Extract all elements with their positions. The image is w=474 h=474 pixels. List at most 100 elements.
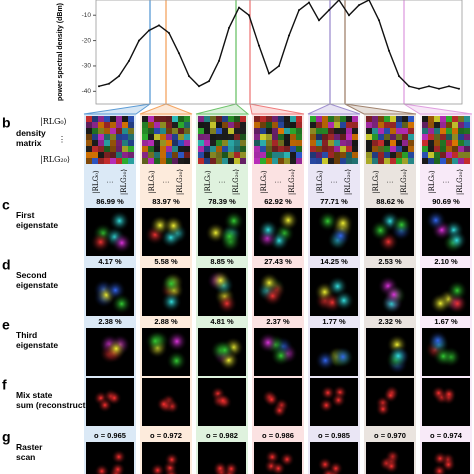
matrix-cell — [266, 116, 272, 122]
matrix-cell — [296, 134, 302, 140]
matrix-cell — [290, 158, 296, 164]
matrix-cell — [284, 122, 290, 128]
matrix-cell — [160, 152, 166, 158]
matrix-cell — [198, 140, 204, 146]
matrix-cell — [272, 134, 278, 140]
mode-lobe — [111, 449, 127, 465]
matrix-cell — [446, 116, 452, 122]
matrix-cell — [104, 146, 110, 152]
ket-last: |RLG₂₀⟩ — [344, 169, 352, 195]
ket-dots: ··· — [275, 179, 282, 186]
matrix-cell — [340, 134, 346, 140]
mode-lobe — [166, 350, 188, 372]
matrix-cell — [254, 116, 260, 122]
matrix-cell — [142, 134, 148, 140]
matrix-cell — [234, 122, 240, 128]
matrix-cell — [316, 134, 322, 140]
row-letter: f — [2, 377, 7, 393]
mode-lobe — [90, 231, 112, 253]
matrix-cell — [228, 134, 234, 140]
spectrum-point — [378, 19, 380, 22]
matrix-cell — [216, 158, 222, 164]
matrix-cell — [452, 152, 458, 158]
matrix-cell — [458, 122, 464, 128]
matrix-cell — [434, 158, 440, 164]
matrix-cell — [260, 122, 266, 128]
matrix-cell — [290, 140, 296, 146]
matrix-cell — [172, 128, 178, 134]
matrix-cell — [422, 140, 428, 146]
mode-lobe — [332, 346, 354, 368]
ket-last: |RLG₂₀⟩ — [120, 169, 128, 195]
matrix-cell — [340, 158, 346, 164]
matrix-cell — [272, 146, 278, 152]
spectrum-point — [218, 59, 220, 62]
matrix-cell — [154, 152, 160, 158]
matrix-cell — [446, 146, 452, 152]
matrix-cell — [98, 152, 104, 158]
matrix-cell — [222, 140, 228, 146]
mode-lobe — [431, 463, 448, 474]
matrix-cell — [86, 152, 92, 158]
matrix-cell — [340, 146, 346, 152]
matrix-cell — [322, 116, 328, 122]
mode-lobe — [160, 291, 183, 313]
matrix-cell — [198, 116, 204, 122]
matrix-cell — [316, 152, 322, 158]
mode-lobe — [375, 401, 391, 417]
matrix-cell — [458, 116, 464, 122]
matrix-cell — [296, 146, 302, 152]
ket-first: |RLG₀⟩ — [260, 170, 268, 194]
ket-dots: ⋮ — [58, 135, 66, 144]
row-letter: c — [2, 197, 10, 213]
matrix-cell — [116, 128, 122, 134]
mode-lobe — [271, 402, 288, 419]
matrix-cell — [452, 146, 458, 152]
mode-lobe — [429, 292, 451, 314]
row-label: Second eigenstate — [16, 270, 58, 290]
mode-lobe — [314, 349, 336, 372]
spectrum-point — [138, 39, 140, 42]
matrix-cell — [110, 152, 116, 158]
percent-label: 2.53 % — [378, 257, 402, 266]
percent-label: 14.25 % — [320, 257, 348, 266]
matrix-cell — [458, 128, 464, 134]
matrix-cell — [254, 146, 260, 152]
matrix-cell — [378, 122, 384, 128]
matrix-cell — [446, 140, 452, 146]
matrix-cell — [178, 152, 184, 158]
row-letter: d — [2, 257, 11, 273]
matrix-cell — [310, 146, 316, 152]
matrix-cell — [384, 128, 390, 134]
matrix-cell — [260, 146, 266, 152]
matrix-cell — [254, 122, 260, 128]
matrix-cell — [266, 128, 272, 134]
matrix-cell — [228, 116, 234, 122]
matrix-cell — [266, 146, 272, 152]
mode-lobe — [262, 285, 284, 307]
matrix-cell — [128, 122, 134, 128]
mode-lobe — [320, 385, 336, 401]
matrix-cell — [98, 134, 104, 140]
row-label: density matrix — [16, 128, 46, 148]
matrix-cell — [204, 140, 210, 146]
matrix-cell — [234, 146, 240, 152]
matrix-cell — [402, 128, 408, 134]
matrix-cell — [310, 158, 316, 164]
matrix-cell — [86, 116, 92, 122]
spectrum-point — [318, 19, 320, 22]
matrix-cell — [154, 140, 160, 146]
matrix-cell — [316, 146, 322, 152]
matrix-cell — [440, 146, 446, 152]
matrix-cell — [384, 146, 390, 152]
matrix-cell — [452, 140, 458, 146]
percent-label: 78.39 % — [208, 197, 236, 206]
matrix-cell — [104, 122, 110, 128]
matrix-cell — [154, 134, 160, 140]
mode-lobe — [257, 332, 279, 354]
matrix-cell — [86, 134, 92, 140]
mode-lobe — [105, 338, 127, 360]
spectrum-point — [248, 14, 250, 17]
matrix-cell — [216, 134, 222, 140]
matrix-cell — [440, 140, 446, 146]
